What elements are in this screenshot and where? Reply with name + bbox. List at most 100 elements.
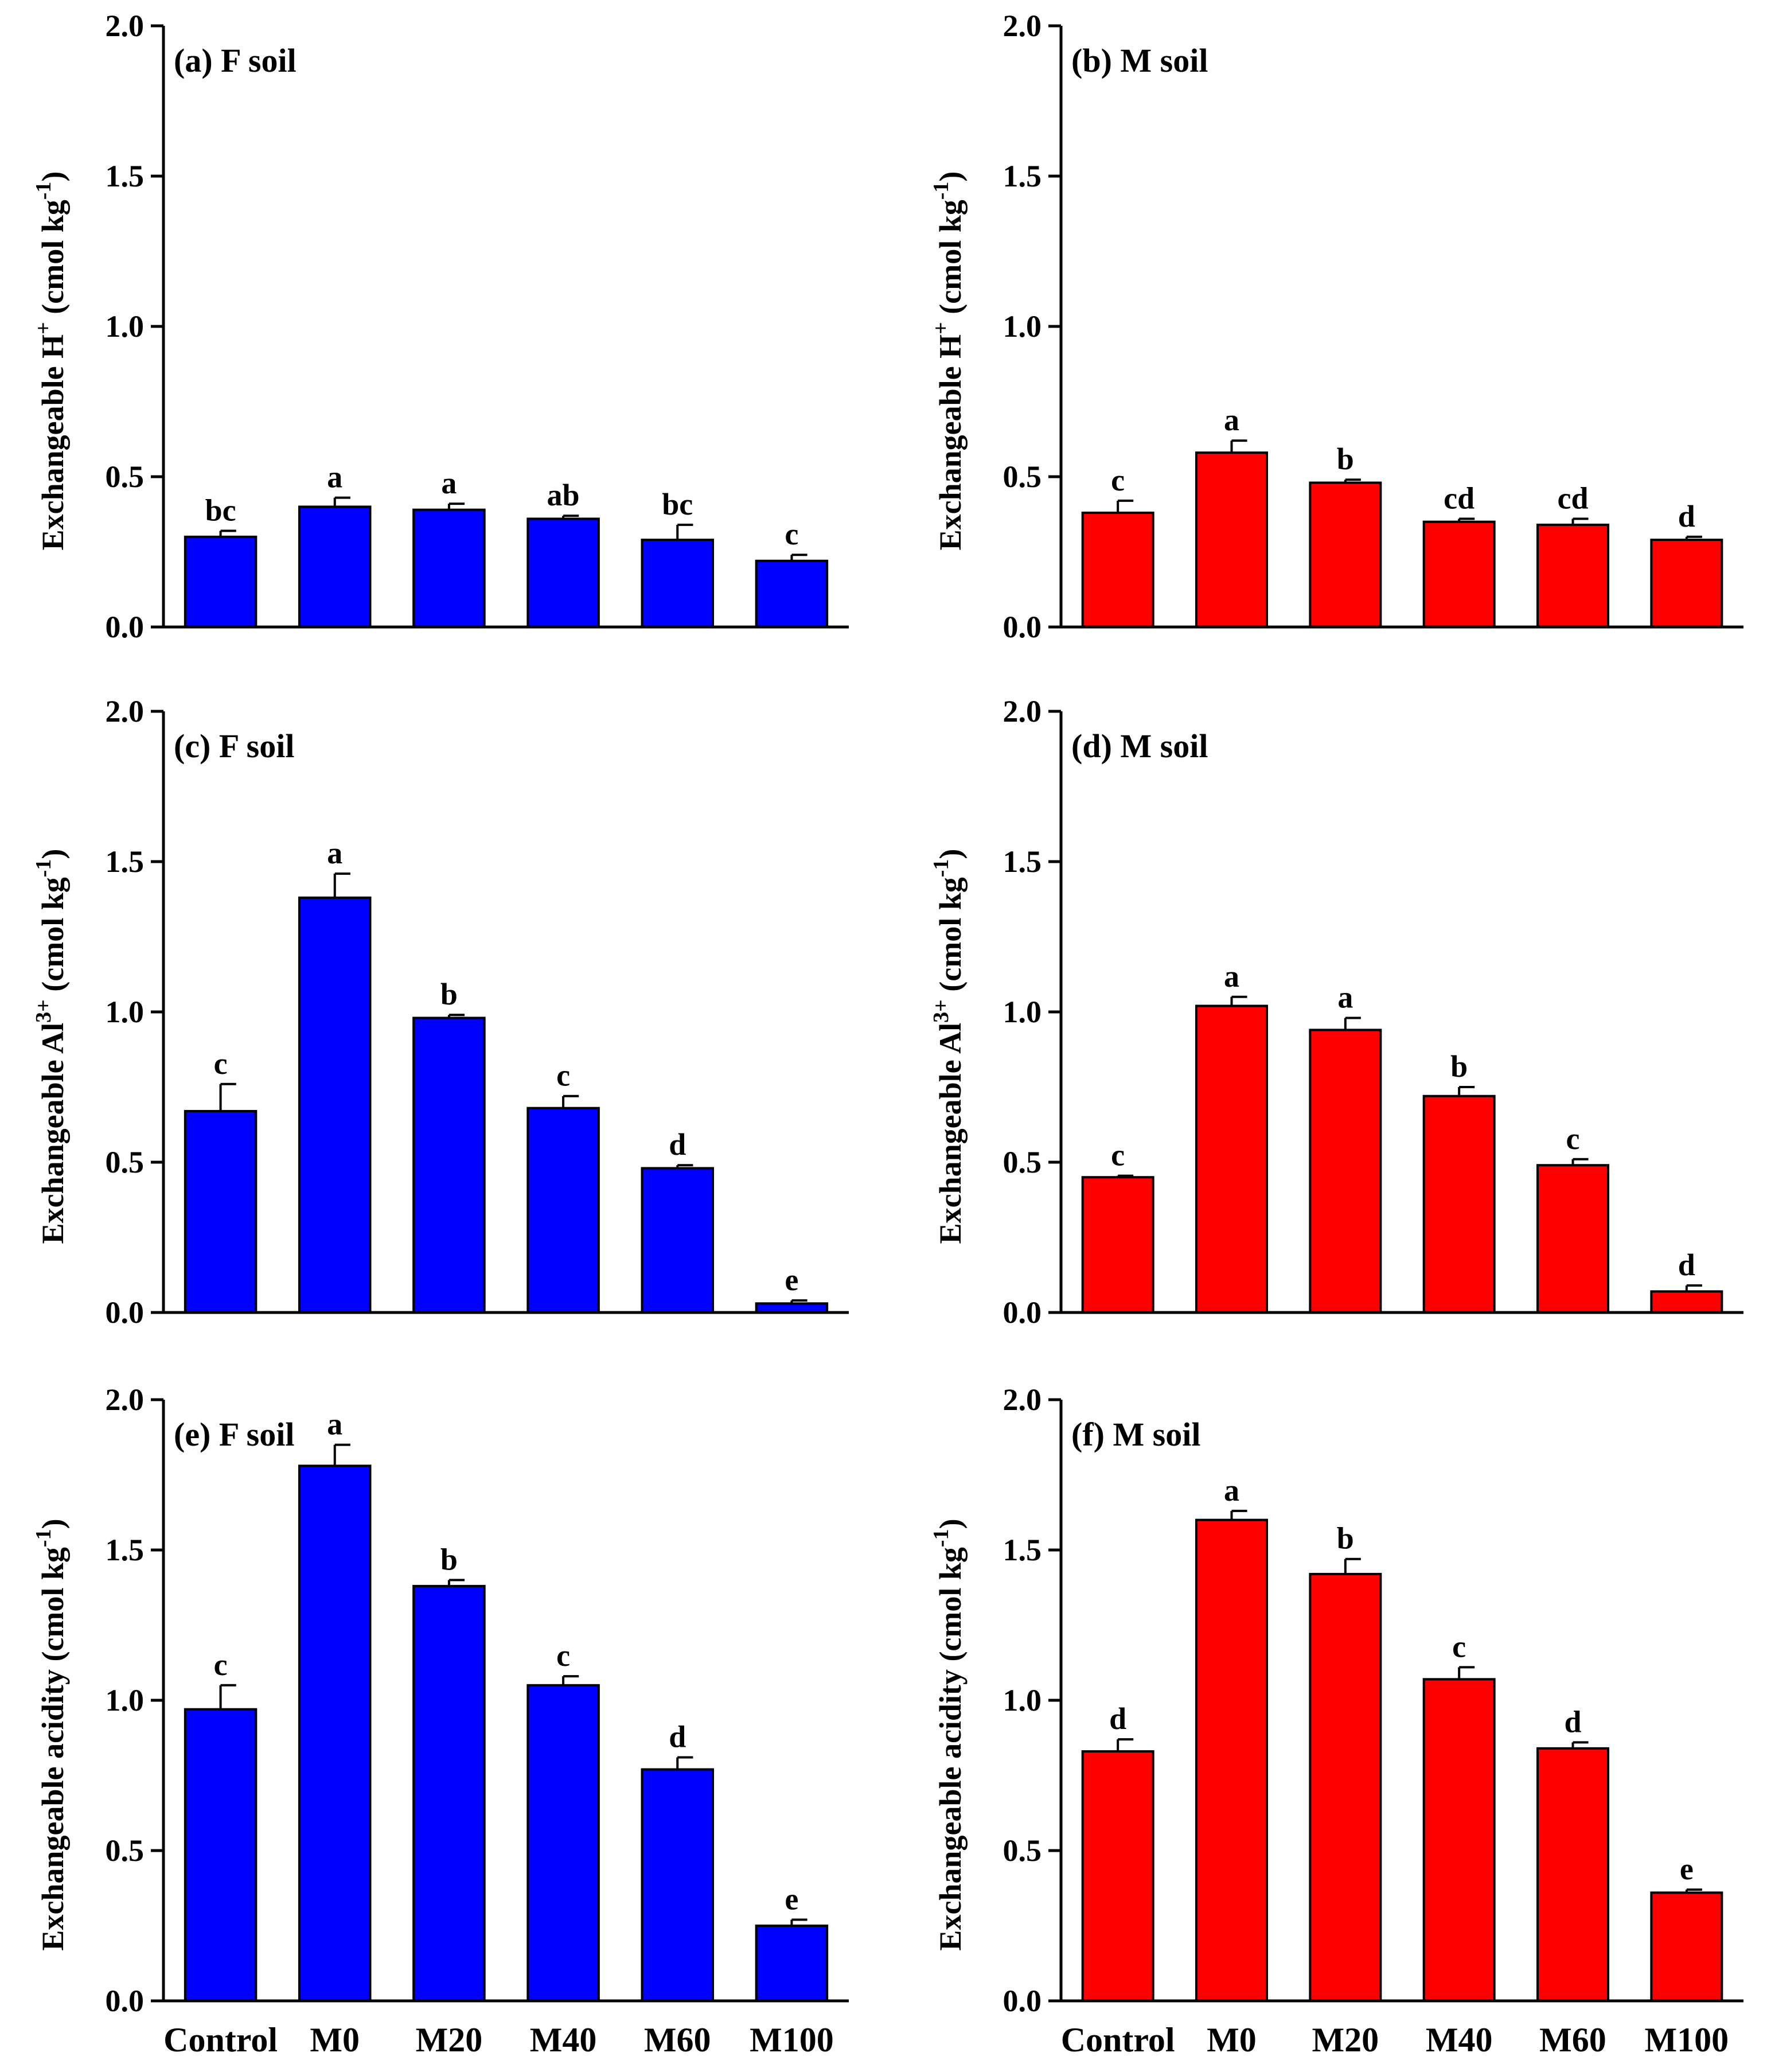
x-tick-label: M40 (1426, 2021, 1493, 2059)
x-tick-label: Control (1061, 2021, 1175, 2059)
y-tick-label: 0.0 (106, 610, 145, 644)
significance-letter: ab (547, 478, 580, 512)
y-tick-label: 0.5 (106, 459, 145, 494)
x-tick-label: M40 (530, 2021, 597, 2059)
significance-letter: b (440, 1542, 458, 1576)
x-tick-label: M0 (1207, 2021, 1257, 2059)
chart-panel-3: c a b c d e 0.0 0.5 1.0 1.5 2.0 (c) F soil Exchangea… (32, 694, 849, 1330)
significance-letter: c (214, 1046, 228, 1081)
significance-letter: a (327, 836, 342, 870)
y-axis-label: Exchangeable Al3+ (cmol kg-1) (929, 849, 968, 1244)
significance-letter: bc (205, 493, 236, 527)
y-tick-label: 2.0 (106, 1382, 145, 1417)
significance-letter: c (1452, 1629, 1466, 1664)
chart-panel-6: d a b c d e 0.0 0.5 1.0 1.5 2.0 Control M0 M20 M40 M60 M… (929, 1382, 1743, 2059)
bar-m20 (1309, 1029, 1382, 1314)
error-bar (676, 1164, 693, 1169)
error-bar (1344, 478, 1361, 483)
y-tick-label: 1.5 (106, 159, 145, 193)
bar-m100 (755, 1925, 829, 2002)
panel-title: (e) F soil (174, 1416, 294, 1453)
error-bar (333, 1443, 350, 1466)
error-bar (1117, 499, 1134, 513)
significance-letter: d (1678, 1248, 1695, 1282)
chart-panel-2: c a b cd cd d 0.0 0.5 1.0 1.5 2.0 (b) M soil Exchang… (929, 9, 1743, 644)
panel-title: (c) F soil (174, 727, 294, 765)
y-tick-label: 0.0 (106, 1295, 145, 1330)
significance-letter: b (440, 977, 458, 1011)
error-bar (1344, 1557, 1361, 1574)
significance-letter: cd (1444, 481, 1475, 515)
y-tick-label: 0.5 (106, 1833, 145, 1868)
bar-m40 (1422, 1095, 1496, 1314)
error-bar (1344, 1016, 1361, 1030)
y-tick-label: 0.0 (1003, 1295, 1042, 1330)
y-tick-label: 1.5 (106, 844, 145, 879)
bar-m100 (755, 559, 829, 628)
bar-m40 (1422, 520, 1496, 628)
bar-m0 (298, 1465, 372, 2002)
error-bar (1685, 1284, 1702, 1292)
bar-m60 (641, 539, 714, 628)
bar-m40 (526, 1684, 600, 2003)
panel-title: (b) M soil (1071, 42, 1208, 79)
x-tick-label: M100 (1645, 2021, 1729, 2059)
significance-letter: d (1678, 499, 1695, 533)
error-bar (1117, 1174, 1134, 1178)
significance-letter: c (1566, 1121, 1580, 1156)
error-bar (1230, 995, 1247, 1006)
error-bar (447, 1014, 465, 1018)
y-tick-label: 2.0 (1003, 9, 1042, 43)
error-bar (219, 1684, 236, 1709)
bar-control (184, 1708, 258, 2002)
y-tick-label: 0.0 (1003, 610, 1042, 644)
error-bar (1685, 535, 1702, 540)
chart-panel-1: bc a a ab bc c 0.0 0.5 1.0 1.5 2.0 (a) F soil Exchan… (32, 9, 849, 644)
significance-letter: a (327, 460, 342, 494)
bar-m20 (1309, 1572, 1382, 2002)
error-bar (562, 1675, 579, 1685)
y-tick-label: 1.0 (106, 995, 145, 1029)
error-bar (333, 872, 350, 898)
error-bar (790, 554, 808, 561)
error-bar (790, 1918, 808, 1926)
bar-m20 (412, 508, 486, 629)
significance-letter: d (1109, 1701, 1126, 1736)
y-tick-label: 1.0 (1003, 995, 1042, 1029)
error-bar (1571, 1158, 1589, 1166)
error-bar (1458, 517, 1475, 522)
x-tick-label: M60 (644, 2021, 711, 2059)
y-tick-label: 1.5 (1003, 844, 1042, 879)
significance-letter: b (1450, 1049, 1468, 1084)
bar-m60 (641, 1167, 714, 1314)
significance-letter: e (785, 1882, 798, 1917)
panel-title: (d) M soil (1071, 727, 1208, 765)
bar-m20 (1309, 481, 1382, 628)
y-axis-label: Exchangeable Al3+ (cmol kg-1) (32, 849, 70, 1244)
y-tick-label: 0.5 (106, 1145, 145, 1179)
error-bar (1230, 439, 1247, 453)
bar-m0 (1195, 1518, 1268, 2003)
bar-control (184, 535, 258, 628)
error-bar (1571, 1741, 1589, 1748)
significance-letter: c (1111, 463, 1125, 497)
bar-m60 (641, 1768, 714, 2003)
significance-letter: c (1111, 1138, 1125, 1173)
error-bar (219, 529, 236, 537)
panel-title: (a) F soil (174, 42, 297, 79)
bar-m0 (298, 896, 372, 1314)
significance-letter: c (785, 517, 798, 551)
significance-letter: d (669, 1127, 686, 1162)
significance-letter: bc (662, 487, 693, 521)
y-axis-label: Exchangeable H+ (cmol kg-1) (32, 172, 70, 551)
y-tick-label: 1.5 (1003, 159, 1042, 193)
significance-letter: c (556, 1638, 570, 1673)
y-tick-label: 0.5 (1003, 1145, 1042, 1179)
significance-letter: d (669, 1720, 686, 1754)
y-tick-label: 0.5 (1003, 459, 1042, 494)
chart-panel-4: c a a b c d 0.0 0.5 1.0 1.5 2.0 (d) M soil Exchangea… (929, 694, 1743, 1330)
bar-m40 (526, 1107, 600, 1314)
error-bar (562, 515, 579, 519)
significance-letter: a (1224, 959, 1239, 994)
y-tick-label: 1.0 (1003, 1683, 1042, 1717)
